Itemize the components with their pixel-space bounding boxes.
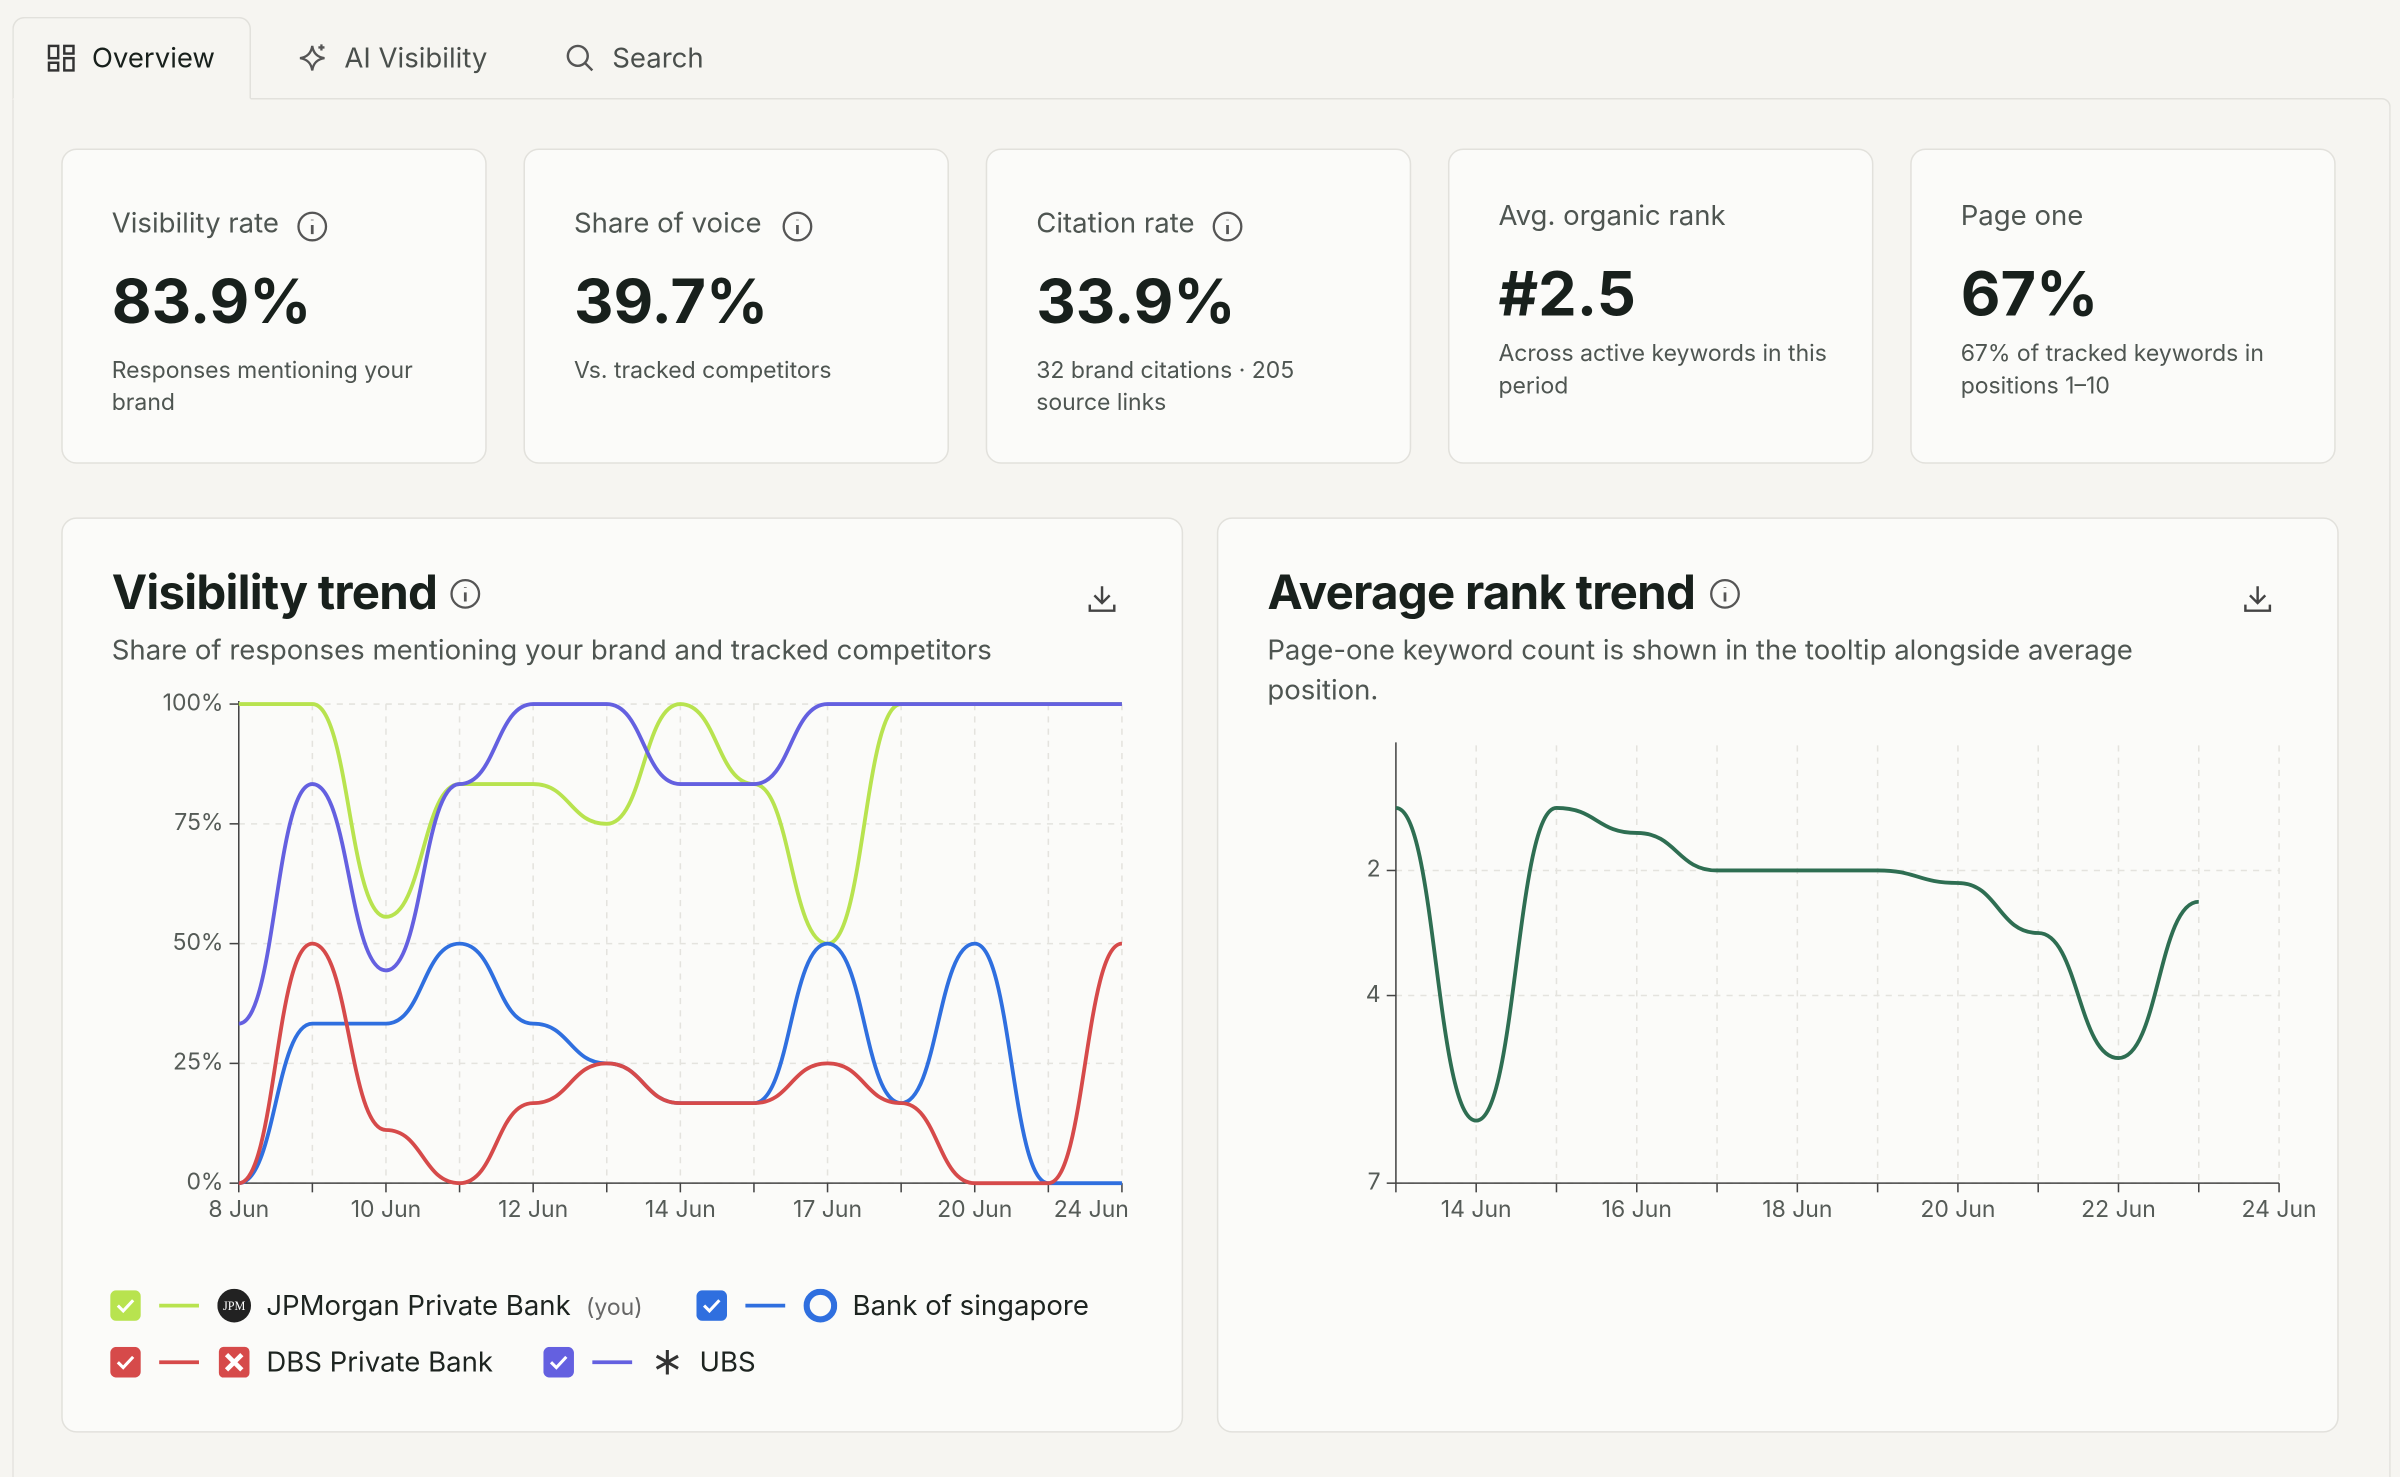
chart-subtitle: Share of responses mentioning your brand… — [111, 635, 992, 668]
legend-label: DBS Private Bank — [266, 1346, 494, 1379]
kpi-label: Page one — [1960, 200, 2084, 233]
legend-note: (you) — [586, 1291, 643, 1321]
chart-title: Visibility trend — [111, 564, 438, 622]
brand-logo: JPM — [217, 1288, 252, 1323]
kpi-description: Vs. tracked competitors — [573, 355, 832, 385]
legend-checkbox[interactable] — [696, 1290, 728, 1321]
legend-swatch — [159, 1360, 199, 1365]
kpi-value: 39.7% — [573, 263, 769, 339]
icon — [299, 44, 325, 71]
kpi-card: Avg. organic rank #2.5 Across active key… — [1447, 148, 1874, 464]
x-tick-label: 14 Jun — [645, 1195, 716, 1223]
legend-swatch — [159, 1303, 199, 1308]
x-tick-label: 24 Jun — [1054, 1195, 1129, 1223]
kpi-card: Citation rate 33.9% 32 brand citations ·… — [985, 148, 1412, 464]
x-tick-label: 8 Jun — [208, 1195, 269, 1223]
legend-item[interactable]: UBS — [543, 1344, 756, 1381]
kpi-card: Share of voice 39.7% Vs. tracked competi… — [523, 148, 949, 464]
download-button[interactable] — [1085, 582, 1119, 616]
x-tick-label: 24 Jun — [2242, 1195, 2317, 1223]
x-tick-label: 12 Jun — [498, 1195, 568, 1223]
info-icon[interactable] — [448, 577, 482, 611]
kpi-card: Visibility rate 83.9% Responses mentioni… — [61, 148, 487, 464]
legend-label: JPMorgan Private Bank — [266, 1289, 571, 1322]
icon — [47, 44, 75, 72]
x-tick-label: 20 Jun — [1920, 1195, 1995, 1223]
legend-swatch — [745, 1303, 786, 1308]
page: Overview AI Visibility Search Visibility… — [12, 16, 2391, 1477]
x-tick-label: 17 Jun — [793, 1195, 862, 1223]
x-tick-label: 20 Jun — [937, 1195, 1012, 1223]
series-line — [238, 702, 1122, 1026]
tab[interactable]: AI Visibility — [295, 18, 487, 98]
download-button[interactable] — [2241, 582, 2275, 616]
kpi-value: #2.5 — [1498, 255, 1636, 331]
legend-swatch — [592, 1360, 633, 1365]
charts: 0% 25% 50% 75% 100% 8 Jun 10 Jun 12 Jun 14 Jun 17… — [163, 688, 2317, 1223]
kpi-value: 67% — [1960, 255, 2099, 331]
legend-label: UBS — [699, 1346, 756, 1379]
info-icon[interactable] — [295, 210, 329, 244]
kpi-value: 83.9% — [111, 263, 312, 339]
x-tick-label: 18 Jun — [1762, 1195, 1832, 1223]
legend-item[interactable]: DBS Private Bank — [110, 1344, 493, 1381]
legend-item[interactable]: JPM JPMorgan Private Bank (you) — [110, 1287, 643, 1324]
series-line — [1395, 806, 2200, 1123]
x-tick-label: 10 Jun — [351, 1195, 421, 1223]
kpi-label: Share of voice — [573, 208, 762, 241]
legend-checkbox[interactable] — [110, 1346, 141, 1378]
series-line — [238, 941, 1123, 1186]
tab-label: AI Visibility — [344, 42, 488, 75]
logo-text: JPM — [223, 1299, 246, 1313]
brand-logo — [655, 1349, 679, 1375]
legend-label: Bank of singapore — [852, 1289, 1089, 1322]
y-tick-label: 7 — [1368, 1167, 1381, 1195]
app: Overview AI Visibility Search Visibility… — [12, 16, 2391, 1477]
y-tick-label: 50% — [173, 928, 224, 956]
x-tick-label: 22 Jun — [2081, 1195, 2156, 1223]
chart-subtitle: Page-one keyword count is shown in the t… — [1267, 635, 2133, 708]
kpi-label: Citation rate — [1036, 208, 1195, 241]
chart-title: Average rank trend — [1267, 564, 1696, 622]
kpi-description: 67% of tracked keywords in positions 1–1… — [1960, 338, 2264, 400]
legend-checkbox[interactable] — [543, 1346, 574, 1378]
y-tick-label: 100% — [163, 688, 224, 716]
x-tick-label: 16 Jun — [1602, 1195, 1672, 1223]
y-tick-label: 4 — [1366, 980, 1381, 1008]
info-icon[interactable] — [1211, 210, 1245, 244]
kpi-card: Page one 67% 67% of tracked keywords in … — [1910, 148, 2336, 464]
brand-logo — [218, 1346, 250, 1378]
y-tick-label: 2 — [1367, 855, 1381, 883]
content-frame — [12, 97, 2391, 1477]
y-tick-label: 0% — [186, 1167, 223, 1195]
kpi-description: Responses mentioning your brand — [111, 355, 413, 417]
info-icon[interactable] — [1708, 577, 1742, 611]
tab-label: Search — [612, 42, 704, 75]
tab-label: Overview — [91, 42, 216, 75]
info-icon[interactable] — [781, 210, 815, 244]
kpi-description: 32 brand citations · 205 source links — [1036, 355, 1295, 417]
brand-logo — [803, 1288, 838, 1323]
kpi-value: 33.9% — [1036, 263, 1236, 339]
kpi-description: Across active keywords in this period — [1498, 338, 1827, 400]
legend-checkbox[interactable] — [110, 1290, 141, 1321]
icon — [566, 44, 594, 72]
chart-panel: Average rank trend Page-one keyword coun… — [1216, 517, 2339, 1433]
tab[interactable]: Overview — [46, 18, 215, 98]
x-tick-label: 14 Jun — [1441, 1195, 1512, 1223]
tab[interactable]: Search — [563, 18, 704, 98]
y-tick-label: 25% — [173, 1048, 223, 1076]
kpi-label: Visibility rate — [111, 208, 279, 241]
y-tick-label: 75% — [174, 808, 223, 836]
kpi-label: Avg. organic rank — [1498, 200, 1726, 233]
legend-item[interactable]: Bank of singapore — [696, 1287, 1089, 1324]
